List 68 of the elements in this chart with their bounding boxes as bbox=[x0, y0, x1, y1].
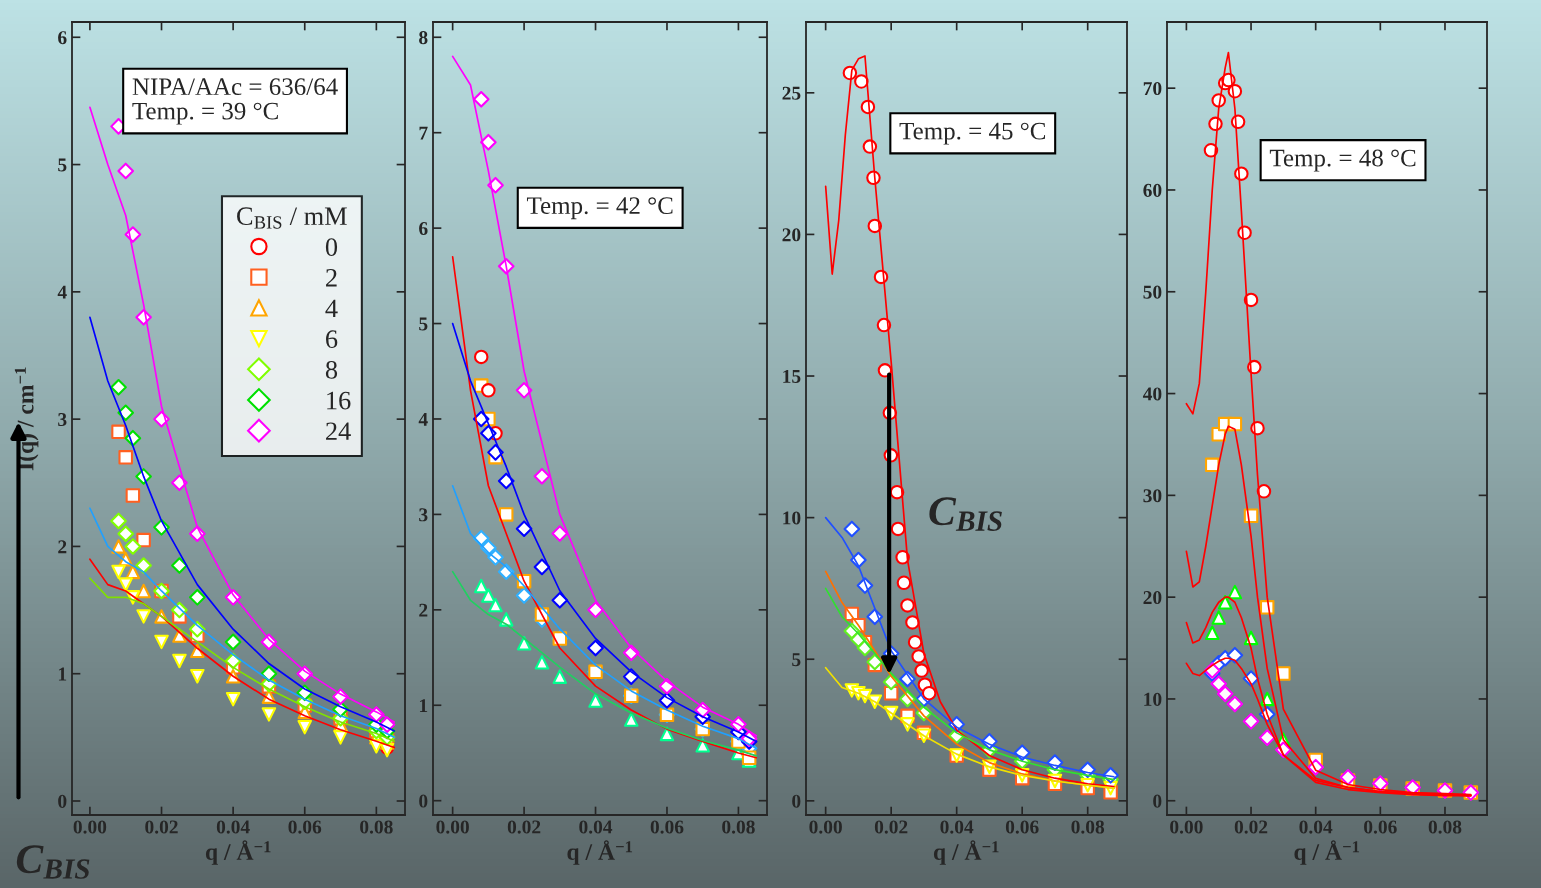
x-tick-label: 0.06 bbox=[1005, 820, 1039, 834]
x-tick-label: 0.02 bbox=[507, 820, 541, 834]
y-tick-label: 40 bbox=[1142, 387, 1162, 401]
x-tick-label: 0.04 bbox=[1299, 820, 1333, 834]
y-tick-label: 60 bbox=[1143, 183, 1162, 197]
y-tick-label: 5 bbox=[58, 158, 67, 172]
y-tick-label: 1 bbox=[58, 667, 67, 681]
y-tick-label: 0 bbox=[58, 794, 67, 808]
y-tick-label: 20 bbox=[1143, 590, 1162, 605]
x-tick-label: 0.04 bbox=[940, 820, 974, 834]
y-tick-label: 2 bbox=[419, 603, 428, 617]
x-tick-label: 0.00 bbox=[1170, 820, 1203, 834]
y-tick-label: 3 bbox=[58, 413, 67, 427]
y-tick-label: 0 bbox=[419, 794, 428, 808]
y-tick-label: 25 bbox=[782, 86, 801, 100]
x-tick-label: 0.02 bbox=[145, 820, 178, 834]
legend-label: 0 bbox=[325, 238, 338, 256]
legend-label: 6 bbox=[326, 330, 338, 349]
annotation: C$_{BIS}$ bbox=[929, 497, 1002, 531]
y-tick-label: 7 bbox=[419, 126, 428, 140]
x-tick-label: 0.08 bbox=[1428, 820, 1462, 834]
x-tick-label: 0.06 bbox=[1364, 820, 1397, 834]
x-axis-title: q / Å$^{−1}$ bbox=[567, 840, 633, 865]
y-tick-label: 4 bbox=[57, 285, 67, 299]
y-tick-label: 50 bbox=[1143, 285, 1162, 299]
legend-label: 4 bbox=[325, 299, 338, 318]
y-tick-label: 5 bbox=[792, 653, 801, 667]
x-axis-title: q / Å$^{−1}$ bbox=[205, 840, 271, 865]
y-tick-label: 5 bbox=[419, 317, 428, 331]
annotation: NIPA/AAc = 636/64 Temp. = 39 °C bbox=[132, 78, 338, 125]
legend-label: 16 bbox=[327, 391, 351, 410]
y-tick-label: 0 bbox=[792, 794, 801, 808]
x-tick-label: 0.06 bbox=[288, 820, 322, 834]
x-tick-label: 0.02 bbox=[874, 820, 908, 834]
y-tick-label: 30 bbox=[1143, 489, 1162, 503]
y-tick-label: 10 bbox=[1144, 692, 1162, 706]
y-tick-label: 15 bbox=[783, 369, 801, 383]
y-tick-label: 8 bbox=[419, 31, 428, 45]
legend-title: C$_{BIS}$ / mM bbox=[237, 207, 347, 229]
legend-label: 24 bbox=[326, 422, 351, 440]
y-tick-label: 4 bbox=[418, 412, 428, 426]
y-tick-label: 2 bbox=[58, 540, 67, 554]
x-tick-label: 0.04 bbox=[216, 820, 250, 834]
x-tick-label: 0.02 bbox=[1234, 820, 1268, 834]
y-tick-label: 0 bbox=[1153, 794, 1162, 808]
x-axis-title: q / Å$^{−1}$ bbox=[1294, 840, 1360, 865]
x-tick-label: 0.06 bbox=[650, 820, 684, 834]
annotation: Temp. = 42 °C bbox=[526, 197, 673, 220]
x-tick-label: 0.04 bbox=[579, 820, 613, 834]
y-tick-label: 70 bbox=[1143, 81, 1162, 96]
x-tick-label: 0.08 bbox=[722, 820, 755, 834]
legend-label: 2 bbox=[326, 268, 337, 287]
x-axis-title: q / Å$^{−1}$ bbox=[933, 840, 999, 865]
text: C$_{BIS}$ bbox=[16, 845, 90, 879]
x-tick-label: 0.00 bbox=[436, 820, 469, 834]
annotation: Temp. = 48 °C bbox=[1269, 149, 1416, 172]
x-tick-label: 0.08 bbox=[1071, 820, 1105, 834]
y-tick-label: 6 bbox=[419, 221, 428, 236]
y-tick-label: 1 bbox=[419, 699, 428, 713]
x-tick-label: 0.00 bbox=[809, 820, 842, 834]
x-tick-label: 0.08 bbox=[360, 820, 393, 834]
x-tick-label: 0.00 bbox=[73, 820, 107, 834]
y-tick-label: 20 bbox=[782, 228, 801, 242]
y-tick-label: 6 bbox=[58, 31, 67, 45]
legend-label: 8 bbox=[325, 360, 338, 379]
y-tick-label: 3 bbox=[419, 508, 428, 522]
y-tick-label: 10 bbox=[783, 511, 801, 525]
annotation: Temp. = 45 °C bbox=[899, 122, 1046, 145]
